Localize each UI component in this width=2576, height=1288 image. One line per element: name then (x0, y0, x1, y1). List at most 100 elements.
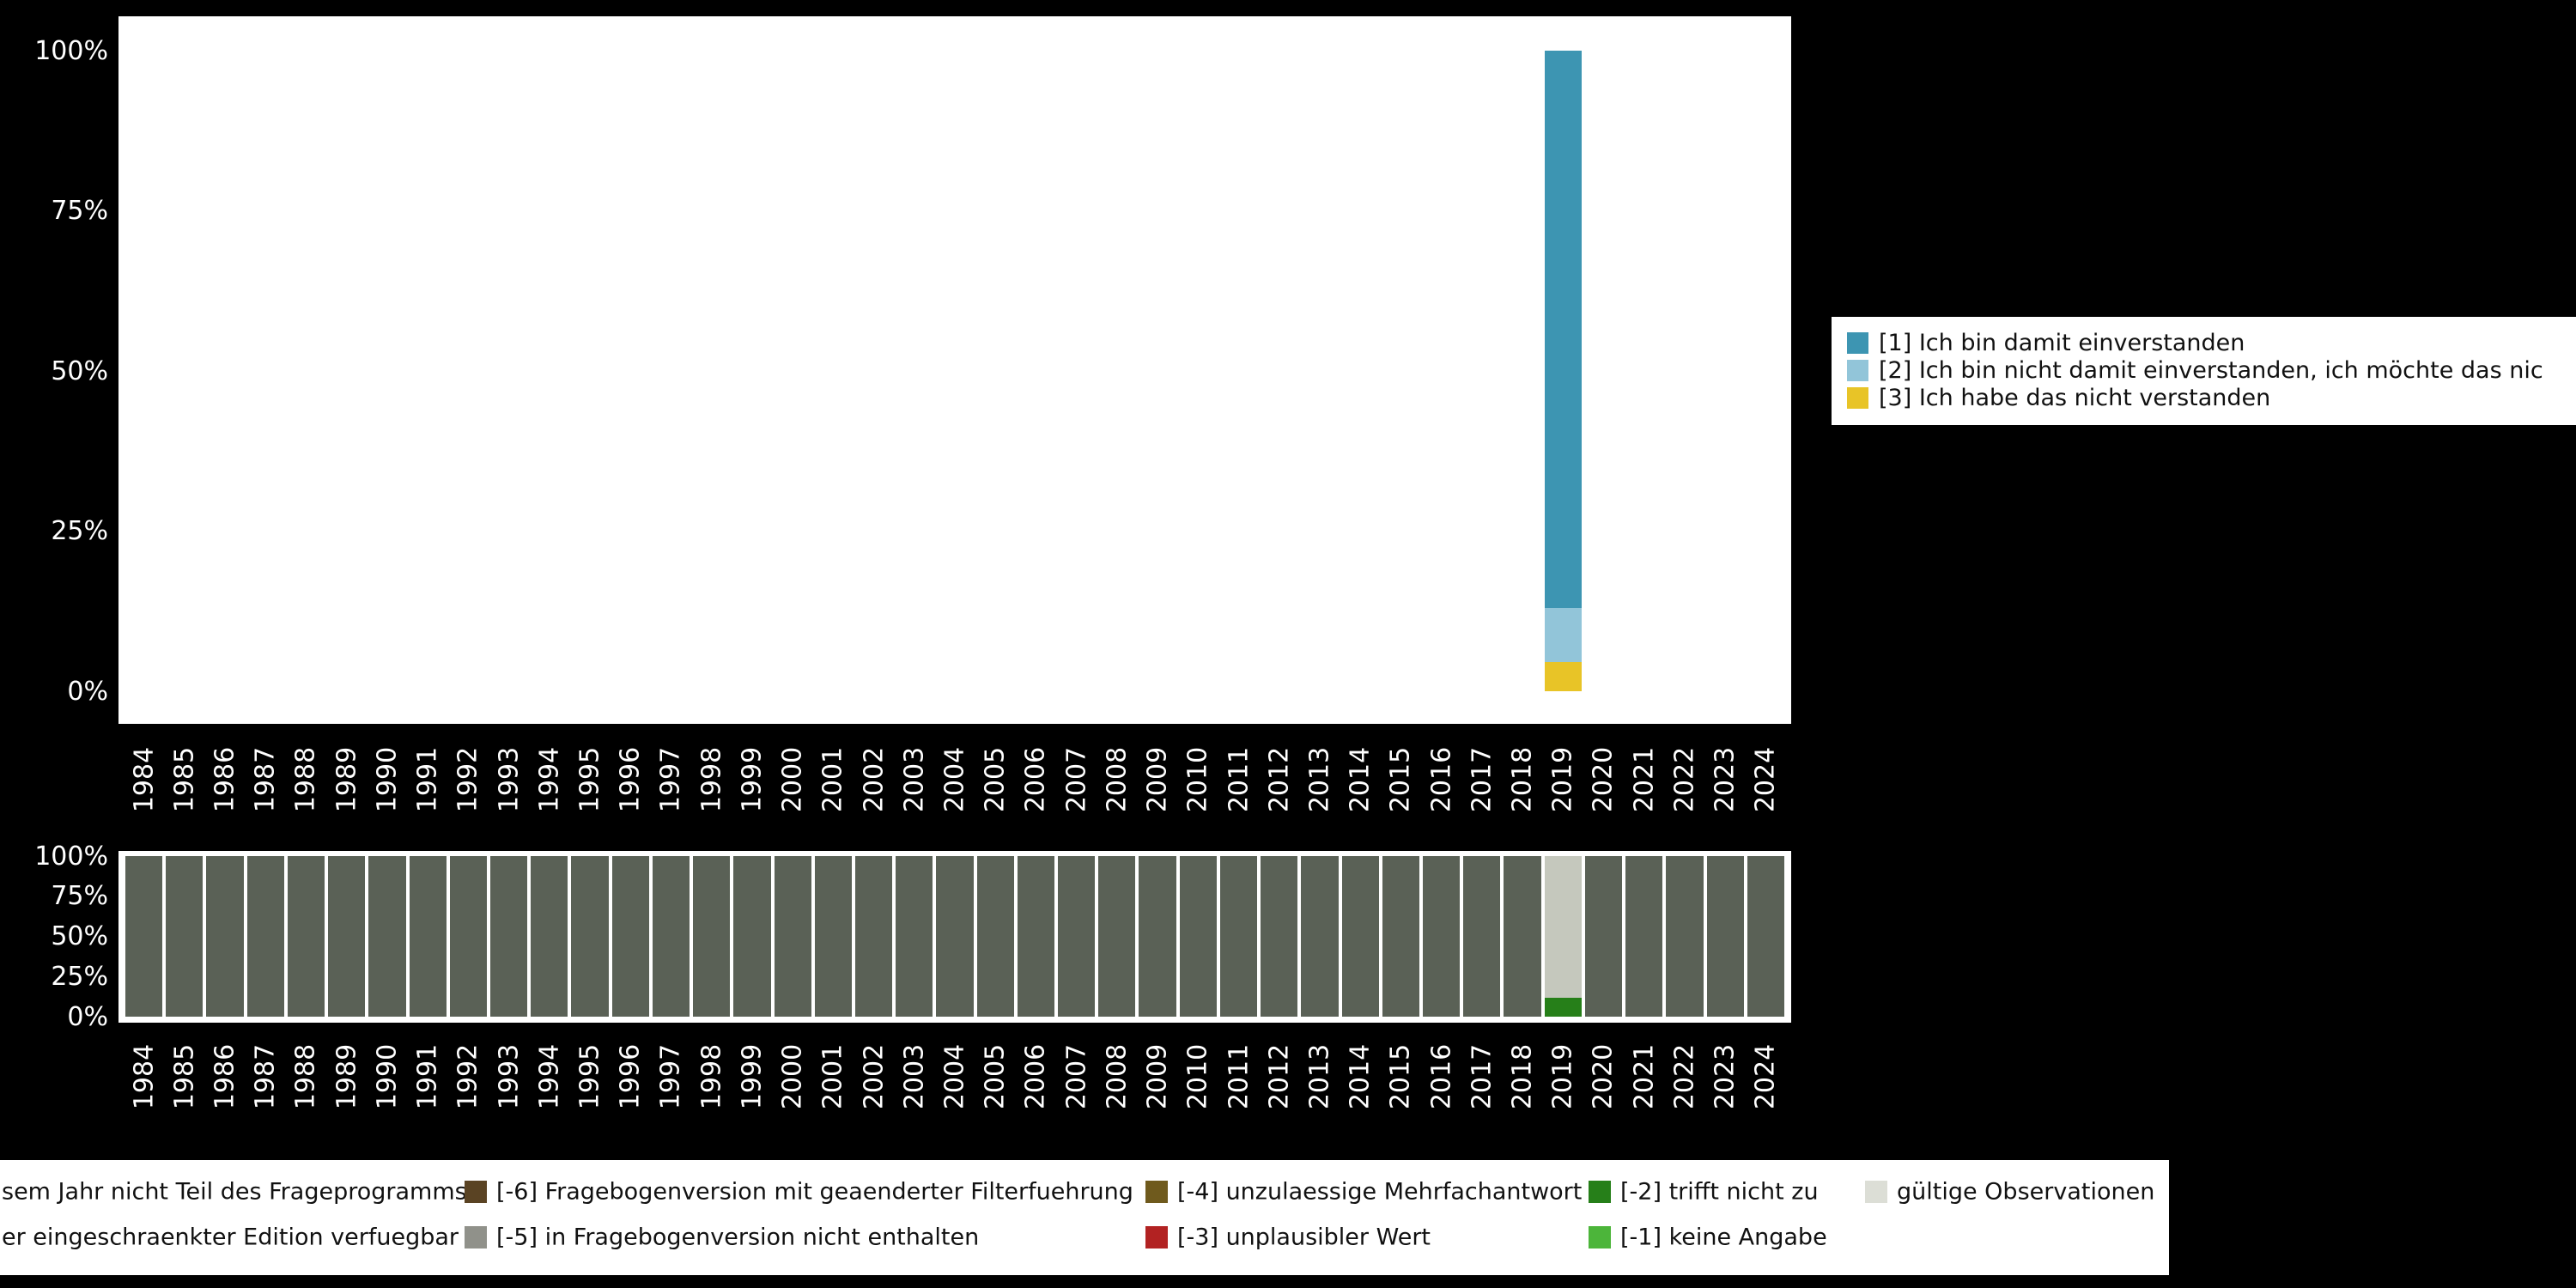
legend-swatch (1145, 1181, 1168, 1203)
bar-segment (652, 856, 690, 1017)
distribution-chart-bars (124, 51, 1786, 691)
bar-column-1986 (204, 51, 245, 691)
bar-segment (774, 856, 811, 1017)
bar-column-2022 (1664, 856, 1704, 1017)
x-tick-label: 1990 (372, 746, 403, 813)
legend-label: sem Jahr nicht Teil des Frageprogramms (2, 1178, 467, 1206)
bar-column-2020 (1583, 51, 1624, 691)
x-tick-label: 2005 (980, 1043, 1011, 1110)
legend-swatch (1847, 359, 1868, 381)
bar-column-1988 (286, 51, 326, 691)
bar-column-2001 (813, 51, 854, 691)
bar-column-2008 (1097, 856, 1137, 1017)
bar-column-2007 (1056, 856, 1097, 1017)
bar-segment (449, 856, 487, 1017)
x-tick-label: 2000 (777, 746, 808, 813)
bar-segment (409, 856, 447, 1017)
legend-label: [-2] trifft nicht zu (1620, 1178, 1819, 1206)
x-tick-label: 2006 (1020, 1043, 1051, 1110)
x-tick-label: 1994 (534, 1043, 565, 1110)
legend-swatch (1589, 1226, 1611, 1249)
bar-segment (1504, 856, 1541, 1017)
bar-column-2016 (1421, 51, 1461, 691)
x-tick-label: 1984 (129, 1043, 160, 1110)
bar-segment (1544, 856, 1582, 998)
bar-segment (854, 856, 893, 1017)
bar-column-2012 (1259, 51, 1299, 691)
x-tick-label: 1996 (615, 1043, 646, 1110)
legend-swatch (1865, 1181, 1887, 1203)
x-tick-label: 2002 (859, 746, 890, 813)
x-tick-label: 2023 (1710, 746, 1741, 813)
bar-column-2023 (1705, 856, 1746, 1017)
bar-column-2017 (1461, 51, 1502, 691)
bar-column-1991 (408, 856, 448, 1017)
bar-column-1988 (286, 856, 326, 1017)
bar-segment (976, 856, 1014, 1017)
legend-swatch (465, 1181, 487, 1203)
legend-label: [2] Ich bin nicht damit einverstanden, i… (1879, 356, 2543, 384)
bar-segment (1544, 997, 1582, 1017)
x-tick-label: 2013 (1304, 746, 1335, 813)
bar-segment (287, 856, 325, 1017)
bar-column-2020 (1583, 856, 1624, 1017)
bar-column-2011 (1218, 856, 1259, 1017)
bar-column-2009 (1137, 856, 1177, 1017)
bar-column-2002 (854, 51, 894, 691)
x-tick-label: 2006 (1020, 746, 1051, 813)
bar-column-2021 (1624, 856, 1664, 1017)
bar-segment (206, 856, 244, 1017)
x-tick-label: 2000 (777, 1043, 808, 1110)
legend-swatch (465, 1226, 487, 1249)
bar-segment (125, 856, 163, 1017)
bar-column-2002 (854, 856, 894, 1017)
bar-column-2007 (1056, 51, 1097, 691)
bar-column-1994 (529, 51, 569, 691)
x-tick-label: 2020 (1588, 1043, 1619, 1110)
x-tick-label: 1994 (534, 746, 565, 813)
x-tick-label: 2008 (1102, 1043, 1133, 1110)
bar-segment (936, 856, 974, 1017)
x-tick-label: 1999 (737, 746, 768, 813)
x-tick-label: 1984 (129, 746, 160, 813)
x-tick-label: 2001 (817, 746, 848, 813)
legend-label: [-6] Fragebogenversion mit geaenderter F… (496, 1178, 1133, 1206)
bar-column-2012 (1259, 856, 1299, 1017)
x-tick-label: 2001 (817, 1043, 848, 1110)
bar-column-2021 (1624, 51, 1664, 691)
x-tick-label: 1987 (250, 746, 281, 813)
bar-column-2009 (1137, 51, 1177, 691)
bar-segment (1625, 856, 1663, 1017)
x-tick-label: 2011 (1224, 746, 1255, 813)
bar-column-1987 (246, 51, 286, 691)
bar-column-2000 (773, 51, 813, 691)
bar-segment (1017, 856, 1055, 1017)
bar-column-2010 (1178, 856, 1218, 1017)
bar-segment (368, 856, 406, 1017)
x-tick-label: 2021 (1629, 746, 1660, 813)
x-tick-label: 2017 (1467, 746, 1498, 813)
bar-segment (1544, 51, 1582, 609)
x-tick-label: 2019 (1547, 746, 1578, 813)
x-tick-label: 2010 (1182, 1043, 1213, 1110)
bar-column-1987 (246, 856, 286, 1017)
bar-column-2010 (1178, 51, 1218, 691)
x-tick-label: 1997 (655, 1043, 686, 1110)
x-tick-label: 2010 (1182, 746, 1213, 813)
x-tick-label: 2007 (1061, 1043, 1092, 1110)
distribution-chart-plot (118, 16, 1791, 724)
x-tick-label: 1995 (574, 746, 605, 813)
bar-column-1996 (611, 51, 651, 691)
bar-segment (1261, 856, 1298, 1017)
bar-segment (896, 856, 933, 1017)
bar-segment (814, 856, 852, 1017)
legend-label: [1] Ich bin damit einverstanden (1879, 329, 2245, 356)
x-tick-label: 2015 (1385, 746, 1416, 813)
bar-column-2016 (1421, 856, 1461, 1017)
x-tick-label: 2016 (1426, 1043, 1457, 1110)
x-tick-label: 2024 (1750, 746, 1781, 813)
x-tick-label: 1998 (696, 1043, 727, 1110)
distribution-chart-y-axis: 100% 75% 50% 25% 0% (34, 35, 108, 707)
missing-codes-chart-plot (118, 851, 1791, 1023)
